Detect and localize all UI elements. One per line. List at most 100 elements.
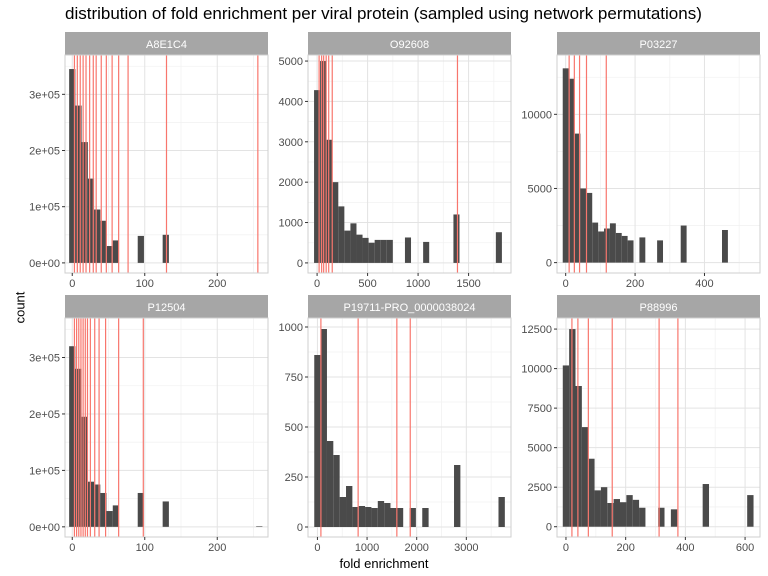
histogram-bar bbox=[365, 507, 372, 527]
histogram-bar bbox=[607, 503, 614, 527]
y-tick-label: 2e+05 bbox=[29, 409, 60, 421]
histogram-bar bbox=[747, 495, 754, 527]
x-tick-label: 200 bbox=[208, 278, 226, 290]
histogram-bar bbox=[598, 231, 605, 263]
y-tick-label: 1e+05 bbox=[29, 465, 60, 477]
panel-border bbox=[64, 54, 269, 274]
x-tick-label: 0 bbox=[563, 542, 569, 554]
histogram-bar bbox=[326, 441, 334, 527]
x-tick-label: 100 bbox=[136, 278, 154, 290]
y-tick-label: 5000 bbox=[528, 183, 552, 195]
x-tick-label: 400 bbox=[676, 542, 694, 554]
histogram-bar bbox=[594, 490, 601, 527]
histogram-bar bbox=[453, 214, 460, 263]
histogram-bar bbox=[609, 223, 616, 263]
histogram-bar bbox=[320, 329, 327, 527]
x-tick-label: 3000 bbox=[454, 542, 478, 554]
histogram-bar bbox=[81, 142, 88, 263]
facet-strip-label: P19711-PRO_0000038024 bbox=[344, 302, 476, 314]
panel-border bbox=[556, 54, 761, 274]
y-tick-label: 5000 bbox=[528, 443, 552, 455]
histogram-bar bbox=[562, 68, 569, 263]
x-tick-label: 0 bbox=[314, 278, 320, 290]
histogram-bar bbox=[374, 239, 381, 263]
panel-border bbox=[556, 317, 761, 538]
y-tick-label: 10000 bbox=[521, 109, 552, 121]
histogram-bar bbox=[404, 237, 412, 263]
facet-strip bbox=[557, 295, 760, 318]
histogram-bar bbox=[580, 188, 587, 263]
y-tick-label: 0e+00 bbox=[29, 522, 60, 534]
histogram-bar bbox=[498, 497, 505, 527]
facet-strip bbox=[557, 32, 760, 55]
histogram-bar bbox=[581, 427, 589, 527]
histogram-bar bbox=[356, 234, 363, 263]
histogram-bar bbox=[620, 502, 627, 527]
facet-panel-5: P88996 0 2500 5000 7500 10000 12500 0 200 400 600 bbox=[521, 295, 761, 554]
histogram-bar bbox=[87, 178, 95, 263]
histogram-bar bbox=[380, 239, 387, 263]
histogram-bar bbox=[333, 455, 340, 527]
histogram-bar bbox=[562, 365, 570, 527]
histogram-bar bbox=[621, 235, 628, 263]
x-tick-label: 0 bbox=[69, 542, 75, 554]
histogram-bar bbox=[344, 230, 351, 263]
histogram-bar bbox=[422, 508, 429, 527]
histogram-bar bbox=[384, 503, 391, 527]
histogram-bar bbox=[100, 492, 107, 527]
histogram-bar bbox=[346, 486, 353, 527]
histogram-bar bbox=[314, 90, 321, 263]
x-tick-label: 1000 bbox=[355, 542, 379, 554]
chart-title: distribution of fold enrichment per vira… bbox=[65, 4, 702, 23]
y-tick-label: 500 bbox=[285, 422, 303, 434]
histogram-bar bbox=[639, 237, 646, 263]
x-tick-label: 0 bbox=[563, 278, 569, 290]
histogram-bar bbox=[256, 526, 263, 527]
histogram-bar bbox=[454, 465, 461, 527]
histogram-bar bbox=[362, 237, 369, 263]
histogram-bar bbox=[592, 222, 599, 263]
facet-panel-0: A8E1C4 0e+00 1e+05 2e+05 3e+05 0 100 200 bbox=[29, 32, 269, 290]
histogram-bar bbox=[613, 499, 621, 527]
histogram-bar bbox=[386, 239, 393, 263]
histogram-bar bbox=[409, 508, 416, 527]
histogram-bar bbox=[371, 508, 378, 527]
histogram-bar bbox=[657, 240, 664, 263]
histogram-bar bbox=[575, 385, 582, 527]
histogram-bar bbox=[106, 511, 113, 527]
histogram-bar bbox=[112, 505, 120, 527]
histogram-bar bbox=[69, 69, 76, 263]
histogram-bar bbox=[670, 509, 678, 527]
histogram-bar bbox=[604, 228, 610, 263]
x-tick-label: 200 bbox=[208, 542, 226, 554]
histogram-bar bbox=[574, 133, 581, 263]
histogram-bar bbox=[658, 507, 665, 527]
histogram-bar bbox=[390, 508, 397, 527]
y-tick-label: 1e+05 bbox=[29, 202, 60, 214]
y-tick-label: 750 bbox=[285, 372, 303, 384]
histogram-bar bbox=[112, 240, 120, 263]
histogram-bar bbox=[586, 192, 593, 263]
x-tick-label: 400 bbox=[695, 278, 713, 290]
y-tick-label: 0 bbox=[546, 522, 552, 534]
histogram-bar bbox=[137, 492, 144, 527]
histogram-bar bbox=[632, 499, 640, 527]
y-tick-label: 0 bbox=[297, 522, 303, 534]
x-tick-label: 1000 bbox=[406, 278, 430, 290]
y-tick-label: 2500 bbox=[528, 482, 552, 494]
x-axis-label: fold enrichment bbox=[339, 556, 429, 571]
histogram-bar bbox=[94, 209, 101, 263]
histogram-bar bbox=[162, 501, 169, 527]
histogram-bar bbox=[106, 246, 113, 263]
histogram-bar bbox=[339, 497, 347, 527]
histogram-bar bbox=[600, 487, 608, 527]
y-tick-label: 0 bbox=[297, 258, 303, 270]
x-tick-label: 1500 bbox=[456, 278, 480, 290]
facet-strip bbox=[65, 295, 268, 318]
facet-panel-3: P12504 0e+00 1e+05 2e+05 3e+05 0 100 200 bbox=[29, 295, 269, 554]
histogram-bar bbox=[627, 240, 634, 263]
facet-strip bbox=[308, 32, 511, 55]
histogram-bar bbox=[702, 484, 710, 527]
facet-strip-label: P88996 bbox=[640, 302, 678, 314]
